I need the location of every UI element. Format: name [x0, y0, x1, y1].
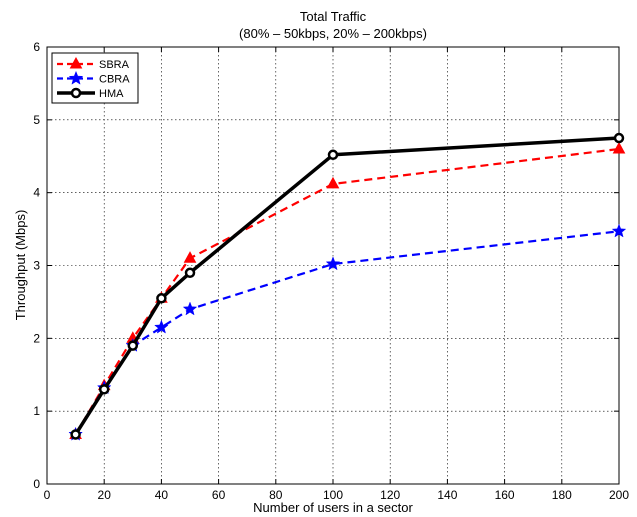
series-hma [70, 132, 625, 440]
x-tick-label: 60 [212, 488, 226, 502]
x-tick-label: 0 [44, 488, 51, 502]
data-point-sbra [326, 176, 340, 189]
y-tick-label: 1 [33, 404, 40, 418]
series-line-hma [74, 136, 620, 436]
y-tick-label: 5 [33, 113, 40, 127]
y-tick-label: 2 [33, 331, 40, 345]
legend-label-cbra: CBRA [99, 74, 130, 86]
x-tick-label: 80 [269, 488, 283, 502]
data-point-cbra [611, 223, 627, 238]
x-tick-label: 200 [609, 488, 629, 502]
axis-ticks: 0 20 40 60 80 100 120 140 160 180 200 0 1 2 3 4 5 6 [33, 40, 629, 502]
x-tick-label: 140 [437, 488, 457, 502]
data-point-cbra [325, 256, 341, 271]
data-point-hma [613, 132, 625, 144]
legend: SBRA CBRA HMA [51, 52, 139, 104]
x-tick-label: 160 [495, 488, 515, 502]
series-layer [68, 132, 627, 441]
x-tick-label: 20 [98, 488, 112, 502]
data-point-hma [70, 429, 81, 440]
y-tick-label: 3 [33, 259, 40, 273]
x-tick-label: 180 [552, 488, 572, 502]
legend-marker-cbra [68, 70, 84, 85]
data-point-sbra [612, 141, 626, 154]
data-point-cbra [154, 319, 169, 334]
y-axis-label: Throughput (Mbps) [13, 210, 28, 321]
grid [47, 47, 619, 484]
legend-marker-hma [70, 87, 82, 99]
data-point-hma [327, 149, 339, 161]
data-point-hma [127, 340, 139, 351]
x-tick-label: 100 [323, 488, 343, 502]
x-tick-label: 120 [380, 488, 400, 502]
x-tick-label: 40 [155, 488, 169, 502]
series-cbra [68, 223, 627, 441]
data-point-cbra [182, 301, 198, 316]
x-axis-label: Number of users in a sector [253, 500, 413, 515]
data-point-hma [156, 293, 167, 304]
data-point-sbra [183, 251, 197, 263]
series-line-sbra [74, 147, 620, 436]
data-point-hma [184, 267, 196, 279]
y-tick-label: 4 [33, 186, 40, 200]
series-sbra [69, 141, 626, 439]
legend-label-hma: HMA [99, 88, 124, 100]
data-point-hma [98, 384, 110, 395]
y-tick-label: 6 [33, 40, 40, 54]
y-tick-label: 0 [33, 477, 40, 491]
chart-title: Total Traffic [300, 9, 367, 24]
chart-subtitle: (80% – 50kbps, 20% – 200kbps) [239, 26, 427, 41]
legend-label-sbra: SBRA [99, 59, 130, 71]
legend-marker-sbra [69, 56, 83, 69]
